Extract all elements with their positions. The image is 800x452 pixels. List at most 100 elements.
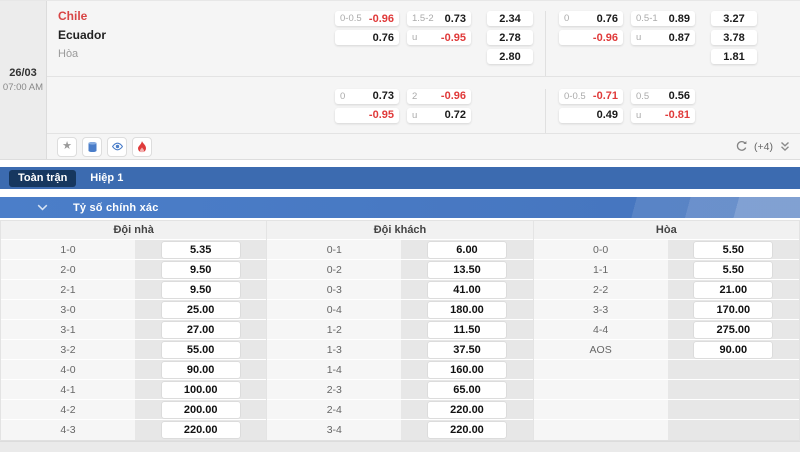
score-odd[interactable]: 21.00: [694, 281, 773, 298]
ft2-over-odd[interactable]: 2 -0.96: [407, 88, 471, 104]
watch-button[interactable]: [107, 136, 127, 157]
odd-strip: 9.50: [134, 280, 267, 299]
tab-full-match[interactable]: Toàn trận: [9, 169, 77, 187]
home-team-name: Chile: [58, 9, 88, 23]
score-odd[interactable]: 100.00: [161, 381, 240, 398]
score-label-empty: [533, 400, 668, 419]
score-odd[interactable]: 5.50: [694, 241, 773, 258]
ft-handicap-line: 0-0.5: [340, 13, 362, 24]
ft-1x2-away-odd[interactable]: 2.78: [487, 30, 533, 45]
score-label: 2-0: [1, 260, 135, 279]
ht-1x2-home-odd[interactable]: 3.27: [711, 11, 757, 26]
score-row: 2-4 220.00: [267, 400, 533, 420]
score-label: 2-4: [267, 400, 402, 419]
score-odd[interactable]: 13.50: [427, 261, 506, 278]
under-label: u: [636, 32, 642, 43]
ft2-under-odd[interactable]: u 0.72: [407, 107, 471, 123]
ft-handicap-away-odd[interactable]: 0.76: [335, 30, 399, 45]
score-label-empty: [533, 360, 668, 379]
ft-handicap-home-odd[interactable]: 0-0.5 -0.96: [335, 11, 399, 26]
match-date: 26/03: [9, 67, 37, 79]
score-row: 3-1 27.00: [1, 320, 267, 340]
ht2-1x2-column-empty: [711, 89, 757, 134]
score-odd[interactable]: 65.00: [427, 381, 506, 398]
refresh-icon[interactable]: [735, 140, 748, 153]
odds-cluster-secondary: 0 0.73 -0.95 2 -0.96: [335, 77, 757, 134]
more-odds-count[interactable]: (+4): [754, 140, 773, 153]
tab-first-half[interactable]: Hiệp 1: [90, 172, 124, 184]
favorite-button[interactable]: ★: [57, 136, 77, 157]
score-odd[interactable]: 90.00: [694, 341, 773, 358]
score-row-empty: [533, 420, 799, 440]
score-label-empty: [533, 420, 668, 440]
score-odd[interactable]: 9.50: [161, 281, 240, 298]
ft2-1x2-column-empty: [487, 89, 533, 134]
score-odd[interactable]: 5.50: [694, 261, 773, 278]
full-time-odds-group: 0-0.5 -0.96 0.76 1.5-2 0.73: [335, 11, 533, 76]
score-odd[interactable]: 25.00: [161, 301, 240, 318]
ft-under-odd[interactable]: u -0.95: [407, 30, 471, 45]
score-odd[interactable]: 11.50: [427, 321, 506, 338]
ht2-handicap-column: 0-0.5 -0.71 0.49: [559, 88, 623, 134]
score-row: 3-2 55.00: [1, 340, 267, 360]
score-label: 4-2: [1, 400, 135, 419]
score-row: 3-3 170.00: [533, 300, 799, 320]
score-row: 0-0 5.50: [533, 240, 799, 260]
odd-strip-empty: [667, 400, 799, 419]
score-odd[interactable]: 160.00: [427, 361, 506, 378]
ft-1x2-home-odd[interactable]: 2.34: [487, 11, 533, 26]
ht2-over-odd[interactable]: 0.5 0.56: [631, 88, 695, 104]
ft2-handicap-home-odd[interactable]: 0 0.73: [335, 88, 399, 104]
ht2-handicap-home-odd[interactable]: 0-0.5 -0.71: [559, 88, 623, 104]
odd-strip: 170.00: [667, 300, 799, 319]
odd-strip: 6.00: [401, 240, 533, 259]
score-label: 3-0: [1, 300, 135, 319]
ht-under-odd[interactable]: u 0.87: [631, 30, 695, 45]
score-odd[interactable]: 90.00: [161, 361, 240, 378]
score-label: 3-3: [533, 300, 668, 319]
score-odd[interactable]: 37.50: [427, 341, 506, 358]
ht-1x2-away-odd[interactable]: 3.78: [711, 30, 757, 45]
score-row: AOS 90.00: [533, 340, 799, 360]
ht-handicap-home-odd[interactable]: 0 0.76: [559, 11, 623, 26]
score-odd[interactable]: 9.50: [161, 261, 240, 278]
score-odd[interactable]: 55.00: [161, 341, 240, 358]
odd-strip: 21.00: [667, 280, 799, 299]
score-odd[interactable]: 200.00: [161, 401, 240, 418]
score-label: 1-1: [533, 260, 668, 279]
score-odd[interactable]: 220.00: [427, 401, 506, 418]
double-chevron-down-icon[interactable]: [779, 141, 791, 152]
ht-over-odd[interactable]: 0.5-1 0.89: [631, 11, 695, 26]
match-action-icons: ★: [57, 136, 152, 157]
odd-strip: 41.00: [401, 280, 533, 299]
odd-value: 0.87: [668, 31, 690, 44]
ft-over-odd[interactable]: 1.5-2 0.73: [407, 11, 471, 26]
match-card: 26/03 07:00 AM Chile Ecuador Hòa 0-0.5 -…: [0, 0, 800, 160]
score-odd[interactable]: 275.00: [694, 321, 773, 338]
score-odd[interactable]: 6.00: [427, 241, 506, 258]
statistics-button[interactable]: [82, 136, 102, 157]
score-odd[interactable]: 5.35: [161, 241, 240, 258]
score-odd[interactable]: 41.00: [427, 281, 506, 298]
ft-1x2-draw-odd[interactable]: 2.80: [487, 49, 533, 64]
score-odd[interactable]: 180.00: [427, 301, 506, 318]
score-row: 4-2 200.00: [1, 400, 267, 420]
score-odd[interactable]: 220.00: [161, 422, 240, 438]
ht2-under-odd[interactable]: u -0.81: [631, 107, 695, 123]
ht-handicap-away-odd[interactable]: -0.96: [559, 30, 623, 45]
first-half-odds-group-2: 0-0.5 -0.71 0.49 0.5 0.56: [545, 88, 757, 134]
odd-strip: 5.50: [667, 260, 799, 279]
first-half-odds-group: 0 0.76 -0.96 0.5-1 0.89: [545, 11, 757, 76]
score-odd[interactable]: 170.00: [694, 301, 773, 318]
ft2-handicap-column: 0 0.73 -0.95: [335, 88, 399, 134]
hot-match-button[interactable]: [132, 136, 152, 157]
score-row: 1-0 5.35: [1, 240, 267, 260]
score-odd[interactable]: 27.00: [161, 321, 240, 338]
score-odd[interactable]: 220.00: [427, 422, 506, 438]
odd-strip: 25.00: [134, 300, 267, 319]
correct-score-section-header[interactable]: Tỷ số chính xác: [0, 197, 800, 218]
ht2-handicap-away-odd[interactable]: 0.49: [559, 107, 623, 123]
ht-1x2-draw-odd[interactable]: 1.81: [711, 49, 757, 64]
score-label: 4-1: [1, 380, 135, 399]
ft2-handicap-away-odd[interactable]: -0.95: [335, 107, 399, 123]
